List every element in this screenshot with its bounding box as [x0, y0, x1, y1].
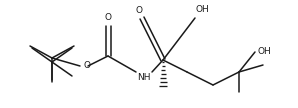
Text: O: O	[136, 6, 142, 15]
Text: NH: NH	[137, 73, 150, 82]
Text: O: O	[83, 61, 90, 71]
Text: O: O	[105, 13, 111, 22]
Text: OH: OH	[257, 48, 271, 56]
Text: OH: OH	[196, 5, 210, 14]
